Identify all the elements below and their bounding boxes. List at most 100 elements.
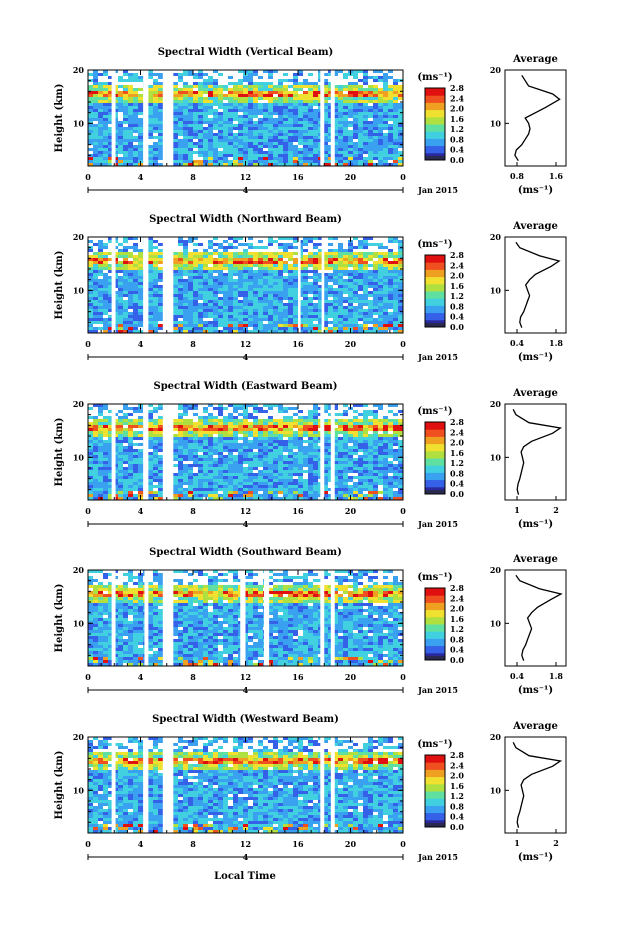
heatmap-cell [188,467,193,470]
heatmap-cell [213,497,218,500]
heatmap-cell [153,157,158,160]
heatmap-cell [238,279,243,282]
heatmap-cell [373,151,378,154]
heatmap-cell [298,491,303,494]
heatmap-cell [218,312,223,315]
heatmap-cell [328,148,333,151]
heatmap-cell [263,476,268,479]
heatmap-cell [243,434,248,437]
heatmap-cell [103,151,108,154]
heatmap-cell [248,330,253,333]
heatmap-cell [108,303,113,306]
heatmap-cell [213,324,218,327]
heatmap-cell [278,282,283,285]
heatmap-cell [93,124,98,127]
heatmap-cell [278,94,283,97]
heatmap-cell [293,133,298,136]
panel-title: Spectral Width (Eastward Beam) [153,381,337,392]
colorbar-segment [425,291,445,299]
heatmap-cell [103,124,108,127]
heatmap-cell [243,130,248,133]
heatmap-cell [233,127,238,130]
heatmap-cell [368,300,373,303]
heatmap-cell [268,85,273,88]
heatmap-cell [158,327,163,330]
heatmap-cell [198,273,203,276]
heatmap-cell [248,452,253,455]
heatmap-cell [123,91,128,94]
heatmap-cell [378,76,383,79]
heatmap-cell [178,88,183,91]
heatmap-cell [108,467,113,470]
heatmap-cell [343,118,348,121]
heatmap-cell [313,279,318,282]
heatmap-cell [293,157,298,160]
heatmap-cell [263,315,268,318]
heatmap-cell [278,458,283,461]
heatmap-cell [383,309,388,312]
heatmap-cell [203,270,208,273]
heatmap-cell [388,163,393,166]
heatmap-cell [363,121,368,124]
heatmap-cell [203,458,208,461]
heatmap-cell [268,73,273,76]
heatmap-cell [138,461,143,464]
heatmap-cell [218,118,223,121]
heatmap-cell [268,276,273,279]
heatmap-cell [293,73,298,76]
heatmap-cell [183,246,188,249]
heatmap-cell [293,458,298,461]
heatmap-cell [393,300,398,303]
heatmap-cell [268,452,273,455]
heatmap-cell [178,470,183,473]
heatmap-cell [228,321,233,324]
heatmap-cell [158,121,163,124]
heatmap-cell [373,139,378,142]
x-tick-label: 4 [138,172,144,182]
heatmap-cell [228,103,233,106]
heatmap-cell [118,76,123,79]
heatmap-cell [283,97,288,100]
heatmap-cell [363,118,368,121]
heatmap-cell [123,270,128,273]
heatmap-cell [273,422,278,425]
heatmap-cell [138,276,143,279]
heatmap-cell [388,312,393,315]
heatmap-cell [208,100,213,103]
heatmap-cell [148,106,153,109]
x-tick-label: 0 [400,339,406,349]
heatmap-cell [283,255,288,258]
heatmap-cell [288,106,293,109]
heatmap-cell [263,425,268,428]
heatmap-cell [198,267,203,270]
heatmap-cell [178,497,183,500]
heatmap-cell [138,312,143,315]
heatmap-cell [108,291,113,294]
heatmap-cell [88,303,93,306]
heatmap-cell [258,422,263,425]
heatmap-cell [388,109,393,112]
heatmap-cell [228,303,233,306]
heatmap-cell [183,482,188,485]
heatmap-cell [293,315,298,318]
heatmap-cell [183,154,188,157]
heatmap-cell [203,282,208,285]
heatmap-cell [188,258,193,261]
heatmap-cell [128,133,133,136]
heatmap-cell [278,446,283,449]
heatmap-cell [383,327,388,330]
heatmap-cell [308,300,313,303]
heatmap-cell [358,270,363,273]
heatmap-cell [278,404,283,407]
heatmap-cell [393,315,398,318]
heatmap-cell [198,419,203,422]
heatmap-cell [203,327,208,330]
heatmap-cell [188,443,193,446]
heatmap-cell [158,419,163,422]
heatmap-cell [393,88,398,91]
heatmap-cell [153,419,158,422]
heatmap-cell [363,270,368,273]
heatmap-cell [208,79,213,82]
heatmap-cell [128,139,133,142]
heatmap-cell [203,139,208,142]
